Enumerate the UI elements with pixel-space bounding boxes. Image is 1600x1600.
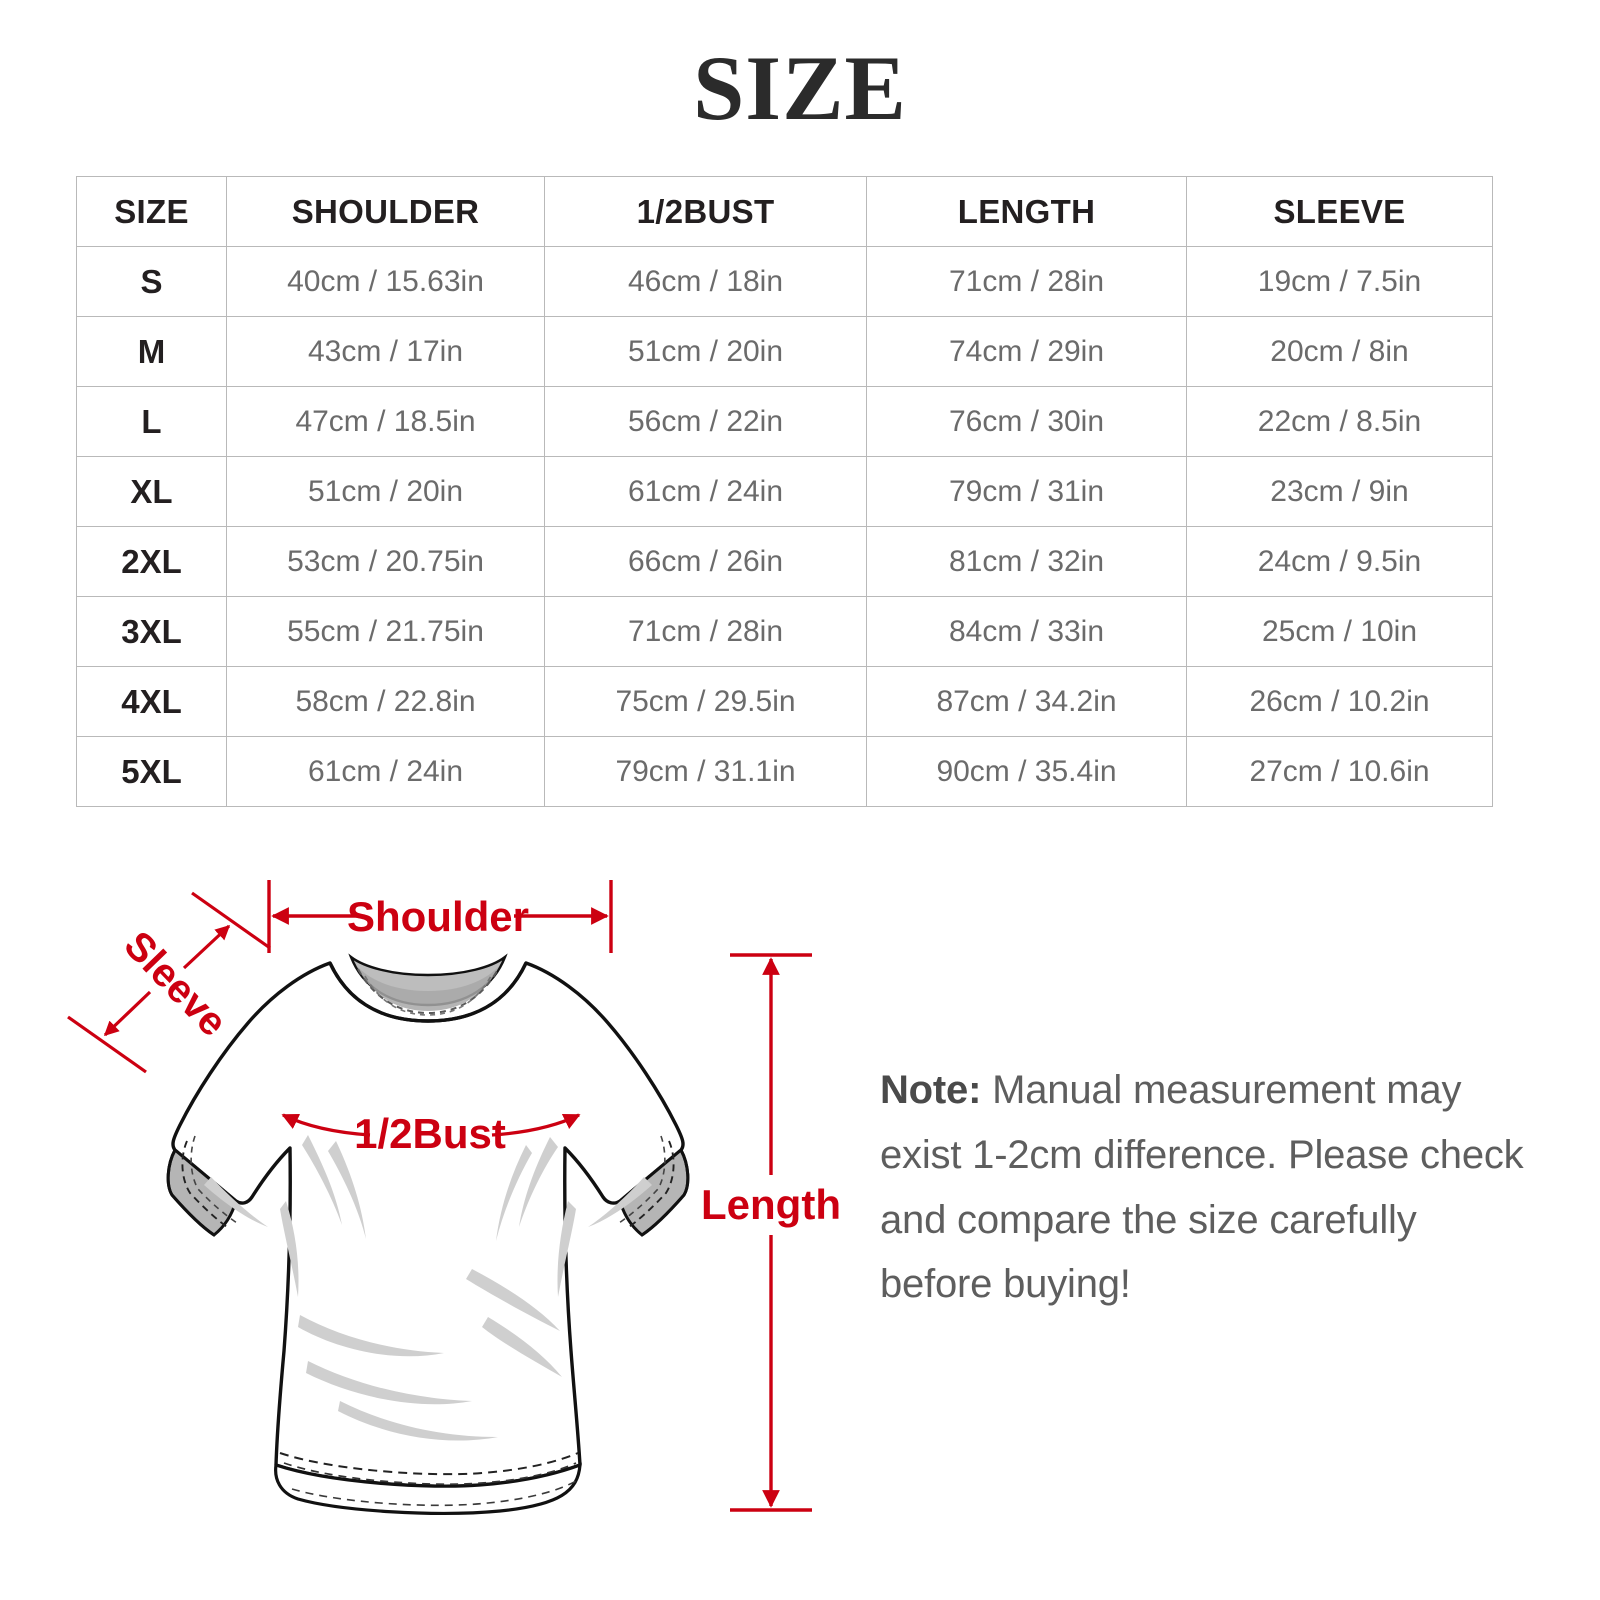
table-row: 5XL 61cm / 24in 79cm / 31.1in 90cm / 35.… xyxy=(76,736,1493,807)
table-row: M 43cm / 17in 51cm / 20in 74cm / 29in 20… xyxy=(76,316,1493,387)
table-row: L 47cm / 18.5in 56cm / 22in 76cm / 30in … xyxy=(76,386,1493,457)
cell-bust: 56cm / 22in xyxy=(544,386,867,457)
half-bust-label: 1/2Bust xyxy=(354,1110,506,1157)
table-row: 2XL 53cm / 20.75in 66cm / 26in 81cm / 32… xyxy=(76,526,1493,597)
tshirt-right-cuff-stitch xyxy=(625,1140,675,1230)
tshirt-neck-shadow xyxy=(356,965,500,1011)
cell-bust: 61cm / 24in xyxy=(544,456,867,527)
cell-length: 90cm / 35.4in xyxy=(866,736,1187,807)
tshirt-hem-stitch-3 xyxy=(291,1480,577,1507)
shoulder-label: Shoulder xyxy=(347,893,529,940)
cell-bust: 75cm / 29.5in xyxy=(544,666,867,737)
cell-sleeve: 25cm / 10in xyxy=(1186,596,1493,667)
cell-size: M xyxy=(76,316,227,387)
note-label: Note: xyxy=(880,1068,982,1112)
tshirt-left-cuff-open xyxy=(166,1149,215,1237)
cell-bust: 51cm / 20in xyxy=(544,316,867,387)
cell-bust: 79cm / 31.1in xyxy=(544,736,867,807)
tshirt-right-cuff-open xyxy=(641,1149,690,1237)
column-header-bust: 1/2BUST xyxy=(544,176,867,247)
half-bust-arrow-left xyxy=(281,1113,371,1137)
cell-bust: 66cm / 26in xyxy=(544,526,867,597)
sleeve-tick-upper xyxy=(191,891,271,950)
table-row: 4XL 58cm / 22.8in 75cm / 29.5in 87cm / 3… xyxy=(76,666,1493,737)
cell-sleeve: 22cm / 8.5in xyxy=(1186,386,1493,457)
note-block: Note: Manual measurement may exist 1-2cm… xyxy=(880,1058,1530,1317)
tshirt-hem-stitch xyxy=(279,1452,579,1476)
tshirt-left-cuff-stitch xyxy=(181,1140,231,1230)
size-table: SIZE SHOULDER 1/2BUST LENGTH SLEEVE S 40… xyxy=(76,176,1493,807)
column-header-length: LENGTH xyxy=(866,176,1187,247)
cell-size: S xyxy=(76,246,227,317)
cell-sleeve: 19cm / 7.5in xyxy=(1186,246,1493,317)
tshirt-right-cuff-stitch-2 xyxy=(618,1135,666,1224)
cell-size: 3XL xyxy=(76,596,227,667)
table-header-row: SIZE SHOULDER 1/2BUST LENGTH SLEEVE xyxy=(76,176,1493,247)
cell-length: 84cm / 33in xyxy=(866,596,1187,667)
tshirt-hem-stitch-2 xyxy=(283,1462,577,1486)
sleeve-tick-lower xyxy=(67,1015,147,1074)
cell-sleeve: 26cm / 10.2in xyxy=(1186,666,1493,737)
cell-length: 76cm / 30in xyxy=(866,386,1187,457)
tshirt-left-cuff-stitch-2 xyxy=(190,1135,238,1224)
tshirt-collar-stitch-2 xyxy=(364,975,492,1016)
sleeve-arrow-lower xyxy=(103,990,152,1037)
cell-shoulder: 55cm / 21.75in xyxy=(226,596,545,667)
tshirt-illustration xyxy=(166,953,690,1515)
cell-length: 87cm / 34.2in xyxy=(866,666,1187,737)
cell-size: XL xyxy=(76,456,227,527)
cell-bust: 71cm / 28in xyxy=(544,596,867,667)
cell-shoulder: 58cm / 22.8in xyxy=(226,666,545,737)
column-header-shoulder: SHOULDER xyxy=(226,176,545,247)
cell-sleeve: 24cm / 9.5in xyxy=(1186,526,1493,597)
tshirt-fabric-folds xyxy=(204,1135,652,1441)
table-row: 3XL 55cm / 21.75in 71cm / 28in 84cm / 33… xyxy=(76,596,1493,667)
half-bust-arrow-right xyxy=(491,1113,581,1137)
cell-shoulder: 53cm / 20.75in xyxy=(226,526,545,597)
cell-shoulder: 47cm / 18.5in xyxy=(226,386,545,457)
tshirt-measurement-diagram: Shoulder Sleeve 1/2Bust Length xyxy=(40,845,870,1565)
cell-shoulder: 61cm / 24in xyxy=(226,736,545,807)
sleeve-arrow-upper xyxy=(182,924,231,970)
table-row: S 40cm / 15.63in 46cm / 18in 71cm / 28in… xyxy=(76,246,1493,317)
cell-sleeve: 23cm / 9in xyxy=(1186,456,1493,527)
cell-length: 81cm / 32in xyxy=(866,526,1187,597)
page-title: SIZE xyxy=(693,37,907,139)
note-text: Manual measurement may exist 1-2cm diffe… xyxy=(880,1068,1524,1307)
cell-length: 71cm / 28in xyxy=(866,246,1187,317)
cell-shoulder: 51cm / 20in xyxy=(226,456,545,527)
cell-length: 74cm / 29in xyxy=(866,316,1187,387)
cell-length: 79cm / 31in xyxy=(866,456,1187,527)
length-label: Length xyxy=(701,1181,841,1228)
cell-size: 4XL xyxy=(76,666,227,737)
cell-sleeve: 27cm / 10.6in xyxy=(1186,736,1493,807)
tshirt-collar-stitch xyxy=(357,968,499,1015)
column-header-sleeve: SLEEVE xyxy=(1186,176,1493,247)
cell-size: 5XL xyxy=(76,736,227,807)
cell-shoulder: 40cm / 15.63in xyxy=(226,246,545,317)
sleeve-label: Sleeve xyxy=(115,923,235,1045)
cell-bust: 46cm / 18in xyxy=(544,246,867,317)
column-header-size: SIZE xyxy=(76,176,227,247)
cell-size: L xyxy=(76,386,227,457)
cell-sleeve: 20cm / 8in xyxy=(1186,316,1493,387)
tshirt-body-outline xyxy=(171,961,685,1488)
cell-shoulder: 43cm / 17in xyxy=(226,316,545,387)
table-row: XL 51cm / 20in 61cm / 24in 79cm / 31in 2… xyxy=(76,456,1493,527)
tshirt-collar-outer xyxy=(328,962,528,1023)
cell-size: 2XL xyxy=(76,526,227,597)
